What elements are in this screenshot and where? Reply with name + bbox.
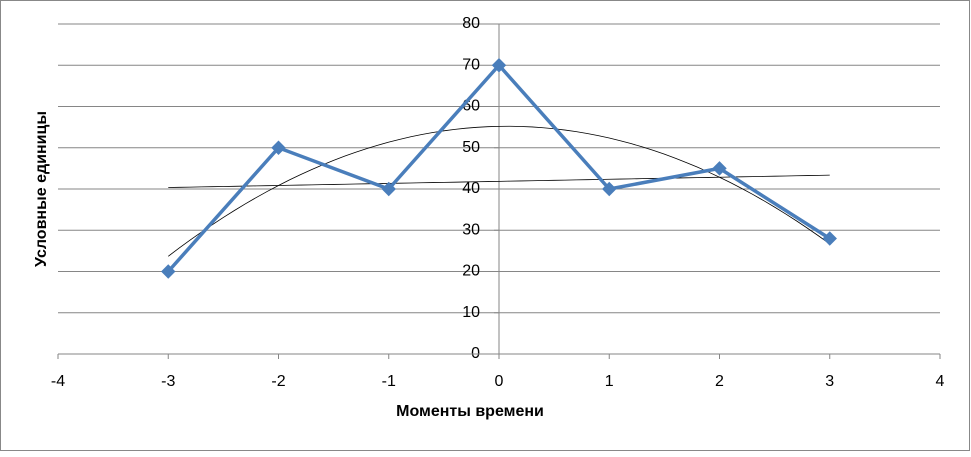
x-axis-title: Моменты времени	[396, 403, 544, 420]
y-tick-label: 60	[462, 98, 480, 115]
marker	[602, 181, 617, 197]
y-tick-label: 30	[462, 221, 480, 238]
y-tick-label: 80	[462, 15, 480, 32]
marker	[161, 264, 176, 279]
marker	[712, 161, 727, 176]
y-tick-label: 70	[462, 56, 480, 73]
x-tick-label: -3	[161, 373, 175, 390]
marker	[491, 58, 507, 73]
y-tick-label: 50	[462, 139, 480, 156]
y-tick-label: 20	[462, 263, 480, 280]
x-tick-label: -2	[271, 373, 285, 390]
x-tick-label: 2	[715, 373, 724, 390]
x-tick-label: 3	[825, 373, 834, 390]
x-tick-label: 1	[605, 373, 614, 390]
y-tick-label: 40	[462, 180, 480, 197]
marker	[381, 181, 396, 197]
trendline	[168, 125, 830, 257]
y-tick-label: 10	[462, 304, 480, 321]
x-tick-label: 4	[936, 373, 945, 390]
x-tick-label: -1	[382, 373, 396, 390]
x-tick-label: -4	[51, 373, 65, 390]
y-axis-title: Условные единицы	[33, 111, 50, 267]
x-tick-label: 0	[495, 373, 504, 390]
marker	[822, 231, 837, 246]
marker	[271, 140, 286, 155]
